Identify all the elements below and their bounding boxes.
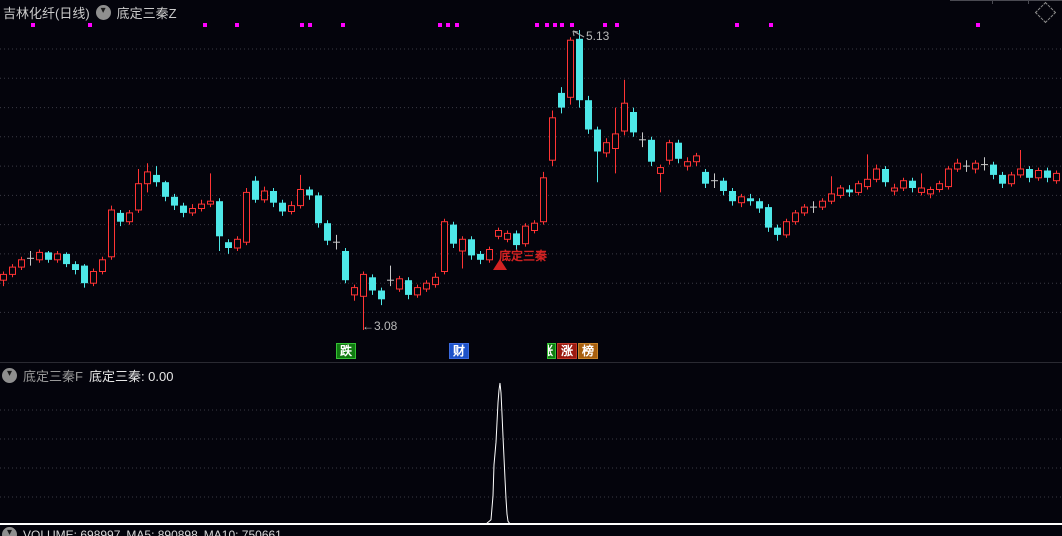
top-border-tick [992,0,993,4]
badge-finance[interactable]: 财 [449,343,470,359]
panel2-indicator-value: 底定三秦: 0.00 [88,369,174,384]
ma5-label: MA5: 890898 [126,527,198,536]
footer-volume-bar: ▾ VOLUME: 698997 MA5: 890898 MA10: 75066… [2,527,282,536]
badge-fall[interactable]: 跌 [336,343,357,359]
top-border-line [950,0,1062,2]
badge-rise-board-cluster[interactable]: 涨 涨 榜 [547,343,599,359]
indicator-spike-chart [0,382,1062,525]
circle-icon[interactable]: ▾ [2,527,17,536]
chevron-down-circle-icon[interactable]: ▾ [95,5,111,20]
main-indicator-name: 底定三秦Z [116,6,177,21]
main-chart-header: 吉林化纤(日线) ▾ 底定三秦Z [3,3,177,22]
peak-price-label: 5.13 [586,29,610,43]
signal-text-label: 底定三秦 [499,249,548,263]
badge-rise[interactable]: 涨 [557,343,578,359]
panel2-indicator-name: 底定三秦F [23,369,83,384]
top-border-tick [1028,0,1029,4]
low-price-label: ←3.08 [362,319,398,333]
chevron-down-circle-icon[interactable]: ▾ [2,368,17,383]
badge-board[interactable]: 榜 [578,343,599,359]
stock-title: 吉林化纤(日线) [3,6,90,21]
panel-divider [0,362,1062,363]
volume-label: VOLUME: 698997 [23,527,121,536]
ma10-label: MA10: 750661 [203,527,282,536]
main-candlestick-chart [0,23,1062,330]
panel2-header: ▾ 底定三秦F 底定三秦: 0.00 [2,366,173,385]
badge-rise-partial[interactable]: 涨 [547,343,556,359]
